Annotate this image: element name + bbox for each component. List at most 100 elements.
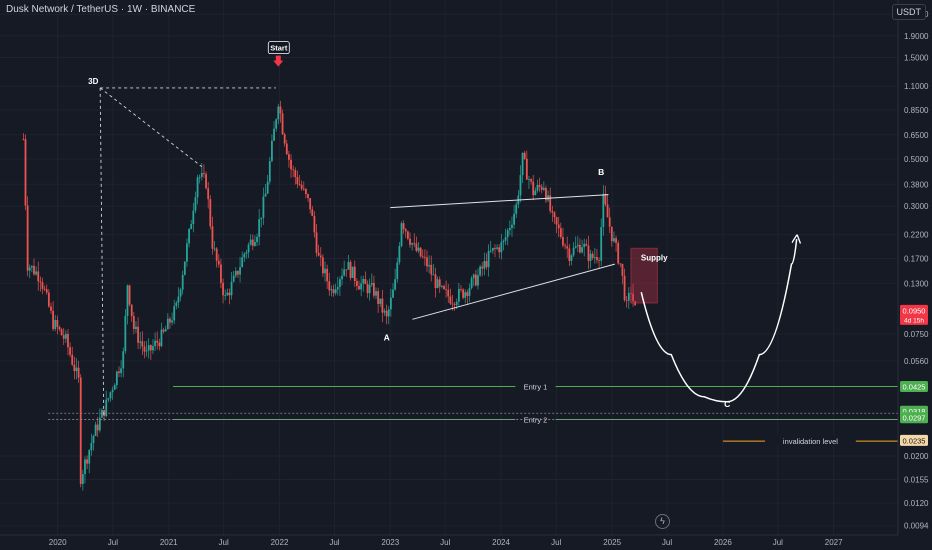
candle-body xyxy=(511,224,513,228)
level-label: Entry 1 xyxy=(524,382,548,391)
candle-body xyxy=(453,304,456,306)
candle-body xyxy=(171,320,173,323)
candle-body xyxy=(585,243,588,246)
candle-body xyxy=(166,318,169,330)
candle-body xyxy=(88,450,91,464)
candle-body xyxy=(632,293,634,302)
timeframe-label: 3D xyxy=(88,77,98,86)
candle-body xyxy=(211,226,214,249)
candle-body xyxy=(379,298,382,304)
candle-body xyxy=(154,340,156,347)
candle-body xyxy=(564,245,566,247)
candle-body xyxy=(222,282,224,296)
candle-body xyxy=(33,265,35,275)
candle-body xyxy=(198,176,201,178)
candle-body xyxy=(285,143,288,155)
candle-body xyxy=(434,274,437,289)
candle-body xyxy=(338,279,341,287)
symbol-title[interactable]: Dusk Network / TetherUS · 1W · BINANCE xyxy=(6,4,196,15)
candle-body xyxy=(466,292,469,296)
candle-body xyxy=(115,371,118,386)
level-label-bg xyxy=(515,380,556,392)
candle-body xyxy=(224,295,227,296)
candle-body xyxy=(562,236,564,246)
time-tick-label: Jul xyxy=(551,538,561,547)
candle-body xyxy=(389,297,392,310)
candle-body xyxy=(360,283,363,290)
candle-body xyxy=(494,247,496,249)
candle-body xyxy=(111,389,114,393)
candle-body xyxy=(398,245,401,263)
candle-body xyxy=(593,257,596,258)
price-tick-label: 0.0094 xyxy=(904,522,929,531)
price-label-box xyxy=(900,434,928,446)
candle-body xyxy=(602,193,605,228)
level-label: Entry 2 xyxy=(524,416,548,425)
candle-body xyxy=(515,204,518,214)
candle-body xyxy=(551,210,554,213)
candle-body xyxy=(62,335,65,339)
candle-body xyxy=(426,257,428,267)
candle-body xyxy=(440,286,443,287)
candle-body xyxy=(313,215,316,233)
candle-body xyxy=(156,340,159,343)
price-tick-label: 0.0560 xyxy=(904,357,929,366)
candle-body xyxy=(606,204,609,218)
candle-body xyxy=(120,368,122,374)
candle-body xyxy=(542,187,545,190)
candle-body xyxy=(305,188,307,195)
price-tick-label: 0.1700 xyxy=(904,255,929,264)
candle-body xyxy=(162,329,165,332)
candle-body xyxy=(625,299,628,301)
candle-body xyxy=(300,184,303,189)
candle-body xyxy=(557,224,560,229)
candle-body xyxy=(462,289,465,298)
time-tick-label: 2024 xyxy=(492,538,510,547)
start-label-box xyxy=(267,41,290,55)
candle-body xyxy=(158,342,161,347)
candle-body xyxy=(330,289,333,291)
price-tick-label: 0.2200 xyxy=(904,231,929,240)
candle-body xyxy=(589,253,592,261)
candle-body xyxy=(207,188,210,200)
candle-body xyxy=(243,253,246,258)
candle-body xyxy=(292,169,295,171)
price-tick-label: 0.0200 xyxy=(904,452,929,461)
candle-body xyxy=(328,281,331,291)
candle-body xyxy=(175,302,178,307)
lightning-icon[interactable]: ϟ xyxy=(655,514,670,529)
candle-body xyxy=(555,217,558,225)
candle-body xyxy=(436,279,439,289)
candle-body xyxy=(98,417,101,431)
candle-body xyxy=(504,237,507,241)
candle-body xyxy=(445,289,448,290)
candle-body xyxy=(400,223,403,246)
candle-body xyxy=(45,289,48,293)
candle-body xyxy=(574,246,577,248)
candle-body xyxy=(228,292,231,296)
candle-body xyxy=(387,309,390,317)
candle-body xyxy=(540,186,543,190)
candle-body xyxy=(604,193,607,205)
candle-body xyxy=(322,257,324,274)
candle-body xyxy=(139,341,142,343)
level-label-bg xyxy=(765,435,856,447)
time-tick-label: Jul xyxy=(440,538,450,547)
candle-body xyxy=(130,304,133,317)
candle-body xyxy=(613,238,615,242)
candle-body xyxy=(245,252,248,254)
candle-body xyxy=(86,459,88,464)
candle-body xyxy=(600,227,603,261)
candle-body xyxy=(457,288,460,302)
price-label: 0.0425 xyxy=(903,382,926,391)
candle-body xyxy=(508,227,511,231)
currency-button[interactable]: USDT xyxy=(891,4,926,20)
candle-body xyxy=(423,256,426,258)
supply-zone-label: Supply xyxy=(641,253,668,262)
candle-body xyxy=(35,271,38,275)
price-label: 0.0297 xyxy=(903,414,926,423)
candle-body xyxy=(307,194,309,199)
candle-body xyxy=(164,329,167,332)
chart-grid xyxy=(0,0,898,535)
